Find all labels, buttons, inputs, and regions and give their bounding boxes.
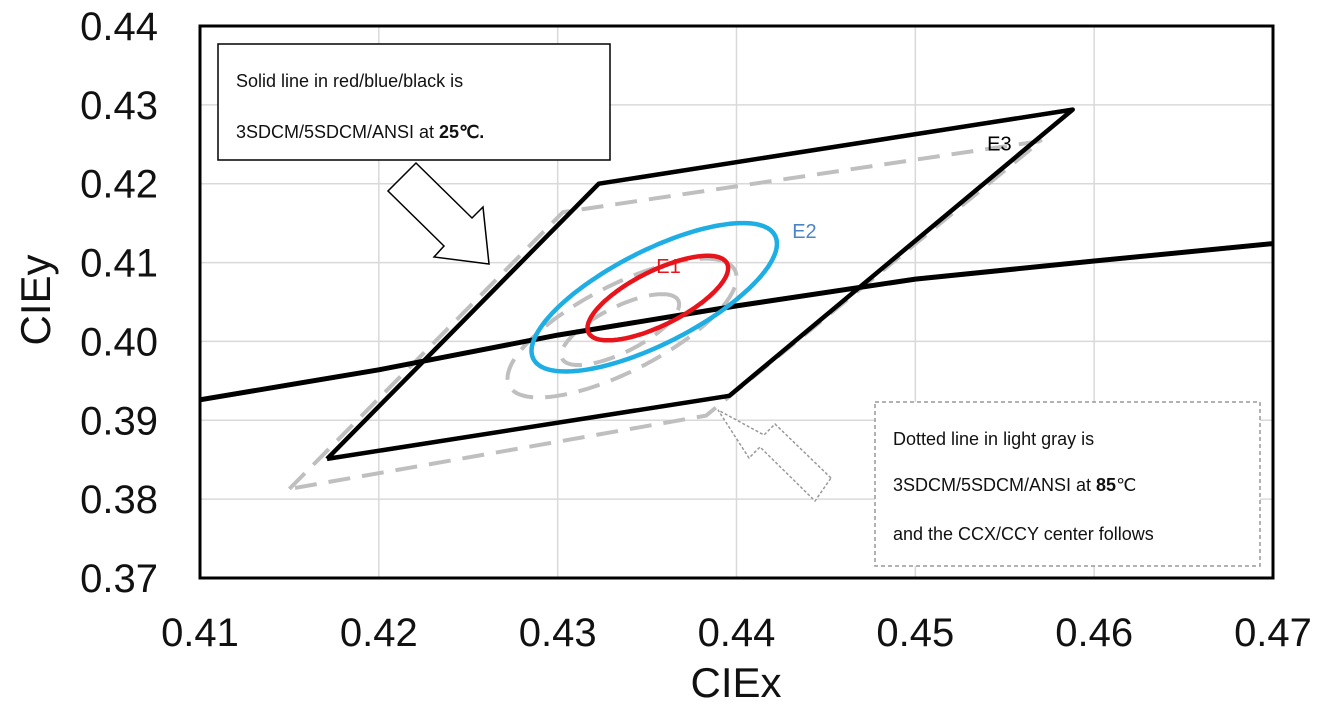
annotation-box-85c-line2-prefix: 3SDCM/5SDCM/ANSI at [893, 475, 1096, 495]
annotation-box-85c-unit: ℃ [1116, 475, 1136, 495]
y-tick-label: 0.42 [80, 163, 158, 207]
series-group [200, 107, 1273, 491]
x-tick-label: 0.42 [340, 611, 418, 655]
annotation-box-25c-line2-prefix: 3SDCM/5SDCM/ANSI at [236, 122, 439, 142]
annotation-box-25c-frame [217, 43, 611, 161]
annotation-box-25c-line2: 3SDCM/5SDCM/ANSI at 25℃. [236, 122, 484, 142]
plot-area: E3 E2 E1 [200, 107, 1273, 491]
y-axis-title: CIEy [12, 254, 59, 345]
series-label-e1: E1 [656, 256, 680, 278]
x-tick-label: 0.47 [1234, 611, 1312, 655]
annotation-box-25c-unit: ℃. [459, 122, 484, 142]
arrow-to-dotted-lines [717, 409, 832, 503]
annotation-box-85c-line3: and the CCX/CCY center follows [893, 524, 1154, 544]
annotation-box-25c-line1: Solid line in red/blue/black is [236, 71, 463, 91]
e3-polygon-series [325, 107, 1075, 462]
x-tick-label: 0.44 [698, 611, 776, 655]
annotation-box-85c-line1: Dotted line in light gray is [893, 429, 1094, 449]
annotation-box-25c: Solid line in red/blue/black is 3SDCM/5S… [217, 43, 611, 161]
arrow-to-solid-lines [386, 161, 490, 265]
y-tick-label: 0.37 [80, 557, 158, 601]
x-tick-label: 0.46 [1055, 611, 1133, 655]
x-tick-label: 0.43 [519, 611, 597, 655]
y-tick-label: 0.39 [80, 399, 158, 443]
y-tick-label: 0.44 [80, 5, 158, 49]
dotted-ellipse-series [559, 292, 682, 367]
x-tick-label: 0.45 [876, 611, 954, 655]
series-label-e2: E2 [792, 221, 816, 243]
annotation-box-25c-temp: 25 [439, 122, 459, 142]
annotation-box-85c-temp: 85 [1096, 475, 1116, 495]
series-label-e3: E3 [987, 134, 1011, 156]
solid-polyline-series [200, 241, 1273, 403]
e2-ellipse-series [529, 220, 780, 374]
y-tick-label: 0.43 [80, 84, 158, 128]
x-axis-title: CIEx [690, 659, 781, 706]
x-tick-label: 0.41 [161, 611, 239, 655]
x-tick-labels: 0.41 0.42 0.43 0.44 0.45 0.46 0.47 [161, 611, 1312, 655]
y-tick-labels: 0.37 0.38 0.39 0.40 0.41 0.42 0.43 0.44 [80, 5, 158, 601]
annotation-box-85c-frame [874, 401, 1261, 567]
y-tick-label: 0.41 [80, 242, 158, 286]
e1-ellipse-series [585, 253, 731, 343]
plot-frame [198, 24, 1275, 580]
y-tick-label: 0.40 [80, 320, 158, 364]
annotation-box-85c: Dotted line in light gray is 3SDCM/5SDCM… [874, 401, 1261, 567]
y-tick-label: 0.38 [80, 478, 158, 522]
dotted-ellipse-series [505, 256, 739, 400]
dotted-polygon-series [287, 139, 1043, 491]
annotation-box-85c-line2: 3SDCM/5SDCM/ANSI at 85℃ [893, 475, 1136, 495]
